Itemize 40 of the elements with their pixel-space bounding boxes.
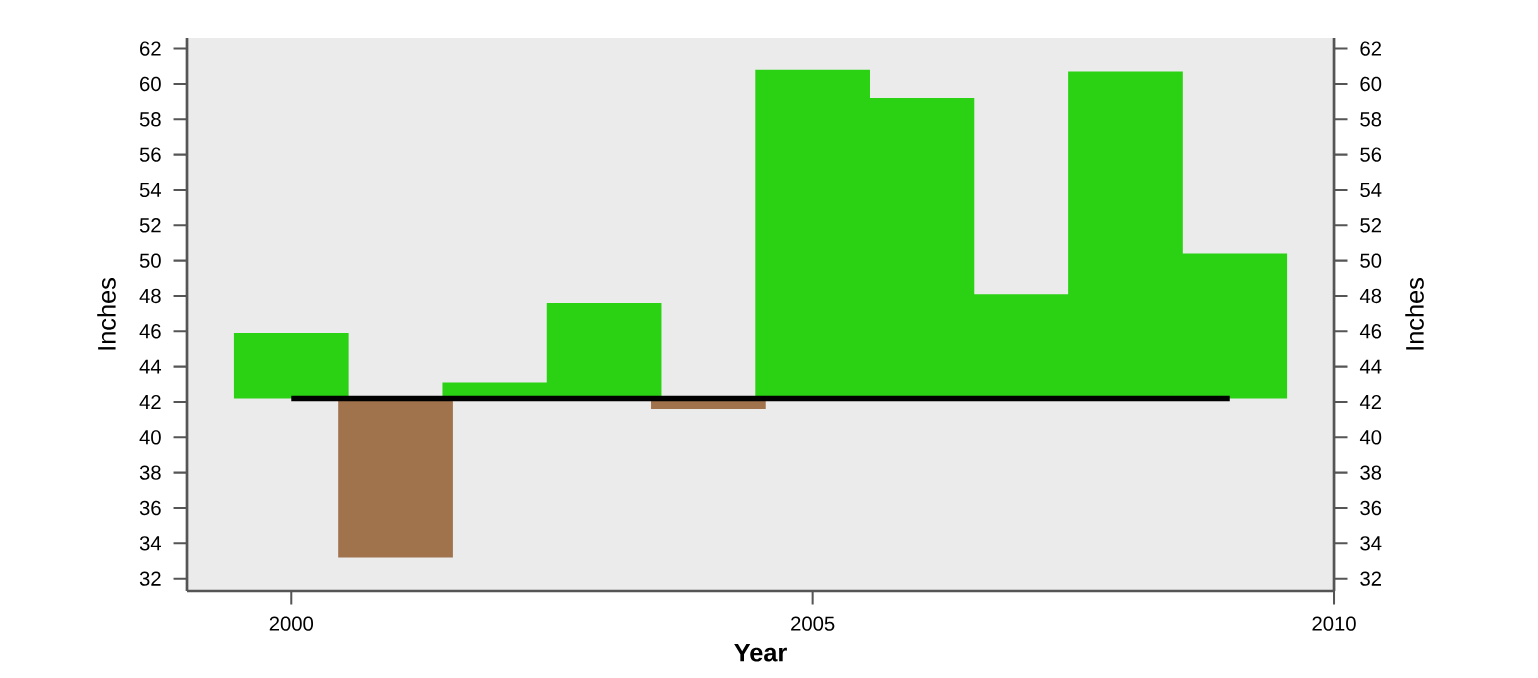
bar xyxy=(233,333,349,399)
y2-tick-label: 40 xyxy=(1359,430,1382,445)
y2-tick-label: 52 xyxy=(1360,218,1381,233)
x-tick-label: 2000 xyxy=(269,616,314,631)
y2-tick-label: 48 xyxy=(1359,288,1382,304)
y-tick-label: 40 xyxy=(139,430,161,445)
y-tick-label: 44 xyxy=(139,359,162,374)
x-tick-label: 2005 xyxy=(791,616,835,631)
y-tick-label: 60 xyxy=(140,76,161,92)
y-tick-label: 42 xyxy=(139,394,161,410)
y2-tick-label: 58 xyxy=(1360,112,1382,127)
y-tick-label: 62 xyxy=(140,41,161,56)
y2-tick-label: 32 xyxy=(1360,571,1381,586)
y-tick-label: 48 xyxy=(139,288,161,304)
y-tick-label: 56 xyxy=(139,147,161,162)
x-tick-label: 2010 xyxy=(1312,616,1356,631)
y-tick-label: 54 xyxy=(139,182,162,198)
y2-tick-label: 54 xyxy=(1360,182,1382,198)
y-tick-label: 38 xyxy=(139,465,161,480)
y2-tick-label: 62 xyxy=(1360,41,1381,56)
y-tick-label: 46 xyxy=(139,324,161,339)
x-axis-title: Year xyxy=(734,643,787,662)
bar xyxy=(338,398,453,558)
y-axis-title: Inches xyxy=(97,278,116,350)
y2-tick-label: 38 xyxy=(1360,465,1382,480)
y-tick-label: 34 xyxy=(139,536,162,551)
y-tick-label: 32 xyxy=(139,571,161,586)
y2-tick-label: 36 xyxy=(1360,500,1382,516)
y-tick-label: 52 xyxy=(139,218,161,233)
y-tick-label: 50 xyxy=(139,253,161,268)
y2-axis-title: Inches xyxy=(1405,278,1424,350)
y-tick-label: 36 xyxy=(139,500,161,516)
y2-tick-label: 34 xyxy=(1360,536,1382,551)
y2-tick-label: 50 xyxy=(1360,253,1382,268)
y2-tick-label: 46 xyxy=(1359,324,1382,339)
y2-tick-label: 60 xyxy=(1360,76,1382,92)
y2-tick-label: 56 xyxy=(1360,147,1382,162)
y2-tick-label: 42 xyxy=(1359,394,1381,410)
y-tick-label: 58 xyxy=(139,112,161,127)
y2-tick-label: 44 xyxy=(1359,359,1382,374)
